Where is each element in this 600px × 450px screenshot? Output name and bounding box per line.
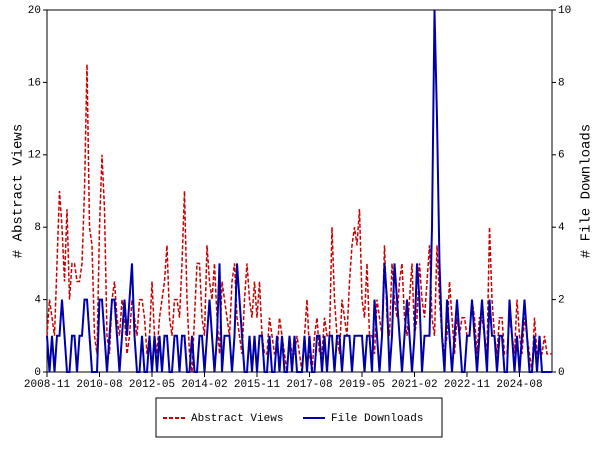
y2-tick-label: 2 [558, 295, 565, 307]
y2-tick-label: 6 [558, 150, 565, 162]
y2-tick-label: 8 [558, 77, 565, 89]
y-tick-label: 4 [34, 295, 41, 307]
x-tick-label: 2012-05 [129, 379, 175, 391]
y-tick-label: 8 [34, 222, 41, 234]
legend-label: File Downloads [331, 413, 423, 425]
series-line [46, 9, 552, 373]
x-tick-label: 2019-05 [339, 379, 385, 391]
x-tick-label: 2021-02 [391, 379, 437, 391]
x-tick-label: 2014-02 [181, 379, 227, 391]
x-tick-label: 2017-08 [286, 379, 332, 391]
x-tick-label: 2022-11 [444, 379, 491, 391]
x-tick-label: 2008-11 [24, 379, 71, 391]
x-tick-label: 2010-08 [76, 379, 122, 391]
x-tick-label: 2024-08 [496, 379, 542, 391]
series-line [46, 64, 552, 373]
legend-label: Abstract Views [191, 413, 283, 425]
x-tick-label: 2015-11 [234, 379, 281, 391]
y-tick-label: 20 [28, 5, 41, 17]
y-tick-label: 16 [28, 77, 41, 89]
y-tick-label: 0 [34, 367, 41, 379]
y-axis-title: # Abstract Views [11, 124, 27, 258]
y-tick-label: 12 [28, 150, 41, 162]
y2-tick-label: 4 [558, 222, 565, 234]
y2-axis-title: # File Downloads [579, 124, 595, 258]
y2-tick-label: 10 [558, 5, 571, 17]
legend [155, 397, 443, 438]
y2-tick-label: 0 [558, 367, 565, 379]
